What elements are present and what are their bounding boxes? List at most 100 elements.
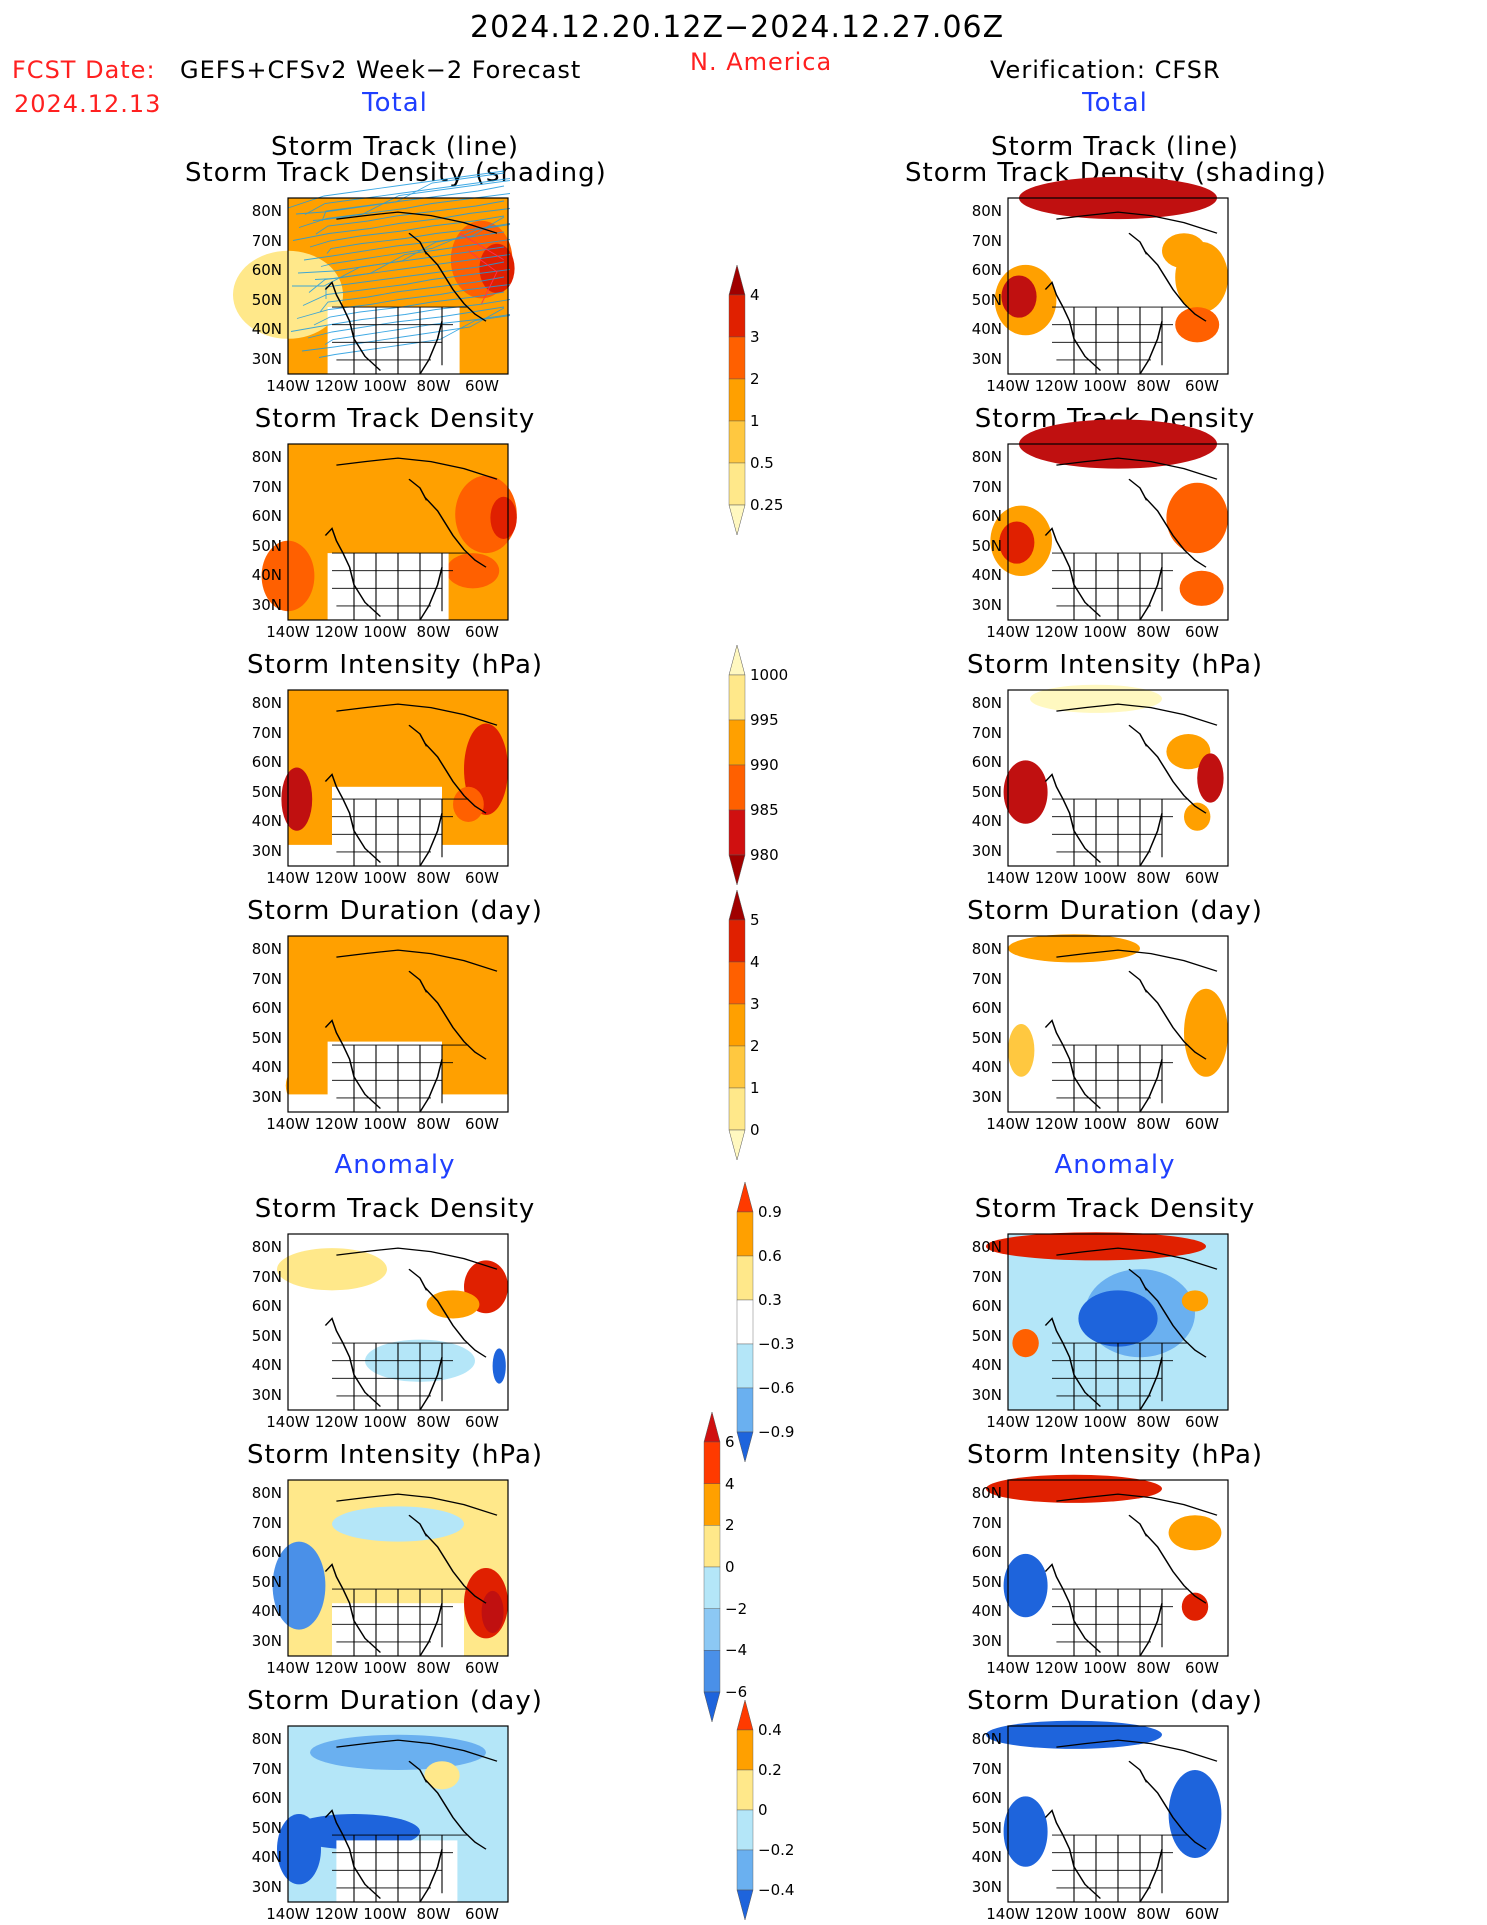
- right-density-map: [990, 419, 1229, 621]
- intensity_anom-colorbar: 6 4 2 0 −2 −4 −6: [703, 1411, 779, 1723]
- duration_anom-tick-label: −0.2: [758, 1841, 795, 1859]
- left-intensity-lon-label: 100W: [363, 869, 407, 887]
- intensity_anom-tick-label: 0: [725, 1558, 735, 1576]
- duration_anom-tick-label: 0: [758, 1801, 768, 1819]
- right-anom-intensity-map: [986, 1474, 1229, 1657]
- right-track-lat-label: 80N: [971, 202, 1002, 220]
- right-anom-intensity-lon-label: 80W: [1136, 1659, 1171, 1677]
- left-track-lat-label: 50N: [251, 290, 282, 309]
- left-track-lat-label: 80N: [251, 202, 282, 220]
- right-density-lat-label: 60N: [971, 507, 1002, 525]
- right-anom-duration-lat-label: 60N: [971, 1789, 1002, 1807]
- left-anom-duration-lat-label: 40N: [251, 1848, 282, 1866]
- right-intensity-lat-label: 50N: [971, 782, 1002, 801]
- density_total-tick-label: 0.5: [750, 454, 774, 472]
- right-anom-duration-lon-label: 120W: [1034, 1905, 1079, 1923]
- left-track-lat-label: 30N: [251, 349, 282, 368]
- left-density-lon-label: 100W: [363, 623, 407, 641]
- right-duration-title: Storm Duration (day): [967, 896, 1263, 926]
- left-anom-duration-lon-label: 140W: [266, 1905, 310, 1923]
- right-duration-map: [1007, 934, 1229, 1113]
- right-anom-intensity-lon-label: 60W: [1185, 1659, 1219, 1677]
- intensity_total-tick-label: 980: [750, 846, 779, 864]
- right-anom-duration-lon-label: 100W: [1083, 1905, 1127, 1923]
- left-intensity-lat-label: 70N: [251, 723, 282, 742]
- left-intensity-lon-label: 60W: [465, 869, 499, 887]
- right-intensity-lon-label: 100W: [1083, 869, 1127, 887]
- left-anom-duration-lon-label: 120W: [314, 1905, 359, 1923]
- forecast-name: GEFS+CFSv2 Week−2 Forecast: [180, 56, 582, 84]
- intensity_total-tick-label: 990: [750, 756, 779, 774]
- left-anom-intensity-title: Storm Intensity (hPa): [246, 1440, 544, 1470]
- left-anom-intensity-lon-label: 80W: [416, 1659, 451, 1677]
- intensity_anom-tick-label: 6: [725, 1433, 735, 1451]
- right-density-lon-label: 60W: [1185, 623, 1219, 641]
- left-duration-lon-label: 100W: [363, 1115, 407, 1133]
- density_anom-tick-label: −0.6: [758, 1379, 795, 1397]
- left-anom-duration-lon-label: 80W: [416, 1905, 451, 1923]
- left-anom-density-lat-label: 70N: [251, 1267, 282, 1286]
- left-anom-density-lat-label: 30N: [251, 1385, 282, 1404]
- right-intensity-map: [1003, 684, 1229, 867]
- left-intensity-lon-label: 80W: [416, 869, 451, 887]
- right-anom-density-map: [986, 1232, 1229, 1411]
- right-anom-intensity-lat-label: 40N: [971, 1602, 1002, 1620]
- left-anom-intensity-lat-label: 70N: [251, 1513, 282, 1532]
- left-anom-intensity-lat-label: 50N: [251, 1572, 282, 1591]
- left-anom-duration-lat-label: 60N: [251, 1789, 282, 1807]
- right-anom-duration-lon-label: 80W: [1136, 1905, 1171, 1923]
- left-anom-intensity-lon-label: 100W: [363, 1659, 407, 1677]
- left-density-lat-label: 30N: [251, 595, 282, 614]
- section-total-left: Total: [362, 88, 428, 118]
- right-anom-intensity-lon-label: 140W: [986, 1659, 1030, 1677]
- duration_anom-tick-label: 0.4: [758, 1721, 782, 1739]
- right-duration-lat-label: 40N: [971, 1058, 1002, 1076]
- left-anom-duration-lon-label: 60W: [465, 1905, 499, 1923]
- right-anom-density-title: Storm Track Density: [974, 1194, 1256, 1224]
- duration_total-tick-label: 0: [750, 1121, 760, 1139]
- left-anom-intensity-lon-label: 140W: [266, 1659, 310, 1677]
- density_total-tick-label: 3: [750, 328, 760, 346]
- right-density-lat-label: 70N: [971, 477, 1002, 496]
- duration_total-tick-label: 1: [750, 1079, 760, 1097]
- left-density-map: [261, 443, 517, 624]
- right-anom-density-lat-label: 30N: [971, 1385, 1002, 1404]
- left-duration-map: [285, 935, 509, 1130]
- left-duration-title: Storm Duration (day): [247, 896, 543, 926]
- right-intensity-lon-label: 80W: [1136, 869, 1171, 887]
- right-track-lon-label: 60W: [1185, 377, 1219, 395]
- intensity_anom-tick-label: 4: [725, 1474, 735, 1493]
- left-track-lon-label: 80W: [416, 377, 451, 395]
- right-anom-intensity-lat-label: 50N: [971, 1572, 1002, 1591]
- right-duration-lat-label: 50N: [971, 1028, 1002, 1047]
- right-duration-lon-label: 120W: [1034, 1115, 1079, 1133]
- intensity_anom-tick-label: 2: [725, 1516, 735, 1535]
- left-density-title: Storm Track Density: [254, 404, 536, 434]
- left-intensity-lat-label: 60N: [251, 753, 282, 771]
- density_total-colorbar: 4 3 2 1 0.5 0.25: [728, 264, 804, 536]
- duration_total-tick-label: 5: [750, 911, 760, 929]
- right-intensity-lon-label: 140W: [986, 869, 1030, 887]
- left-anom-intensity-lon-label: 60W: [465, 1659, 499, 1677]
- right-anom-duration-lat-label: 50N: [971, 1818, 1002, 1837]
- left-anom-density-lat-label: 80N: [251, 1238, 282, 1256]
- left-track-lat-label: 40N: [251, 320, 282, 338]
- right-anom-duration-lat-label: 30N: [971, 1877, 1002, 1896]
- left-density-lon-label: 120W: [314, 623, 359, 641]
- left-density-lat-label: 80N: [251, 448, 282, 466]
- duration_anom-tick-label: −0.4: [758, 1881, 795, 1899]
- left-anom-duration-lat-label: 50N: [251, 1818, 282, 1837]
- right-anom-intensity-lon-label: 100W: [1083, 1659, 1127, 1677]
- left-intensity-map: [281, 689, 509, 875]
- left-duration-lat-label: 60N: [251, 999, 282, 1017]
- right-anom-duration-title: Storm Duration (day): [967, 1686, 1263, 1716]
- left-anom-density-lon-label: 80W: [416, 1413, 451, 1431]
- left-duration-lon-label: 80W: [416, 1115, 451, 1133]
- right-anom-intensity-lon-label: 120W: [1034, 1659, 1079, 1677]
- duration_anom-colorbar: 0.4 0.2 0 −0.2 −0.4: [736, 1699, 812, 1921]
- right-density-lon-label: 120W: [1034, 623, 1079, 641]
- duration_anom-tick-label: 0.2: [758, 1761, 782, 1779]
- right-track-lat-label: 60N: [971, 261, 1002, 279]
- right-density-lon-label: 100W: [1083, 623, 1127, 641]
- right-track-lon-label: 80W: [1136, 377, 1171, 395]
